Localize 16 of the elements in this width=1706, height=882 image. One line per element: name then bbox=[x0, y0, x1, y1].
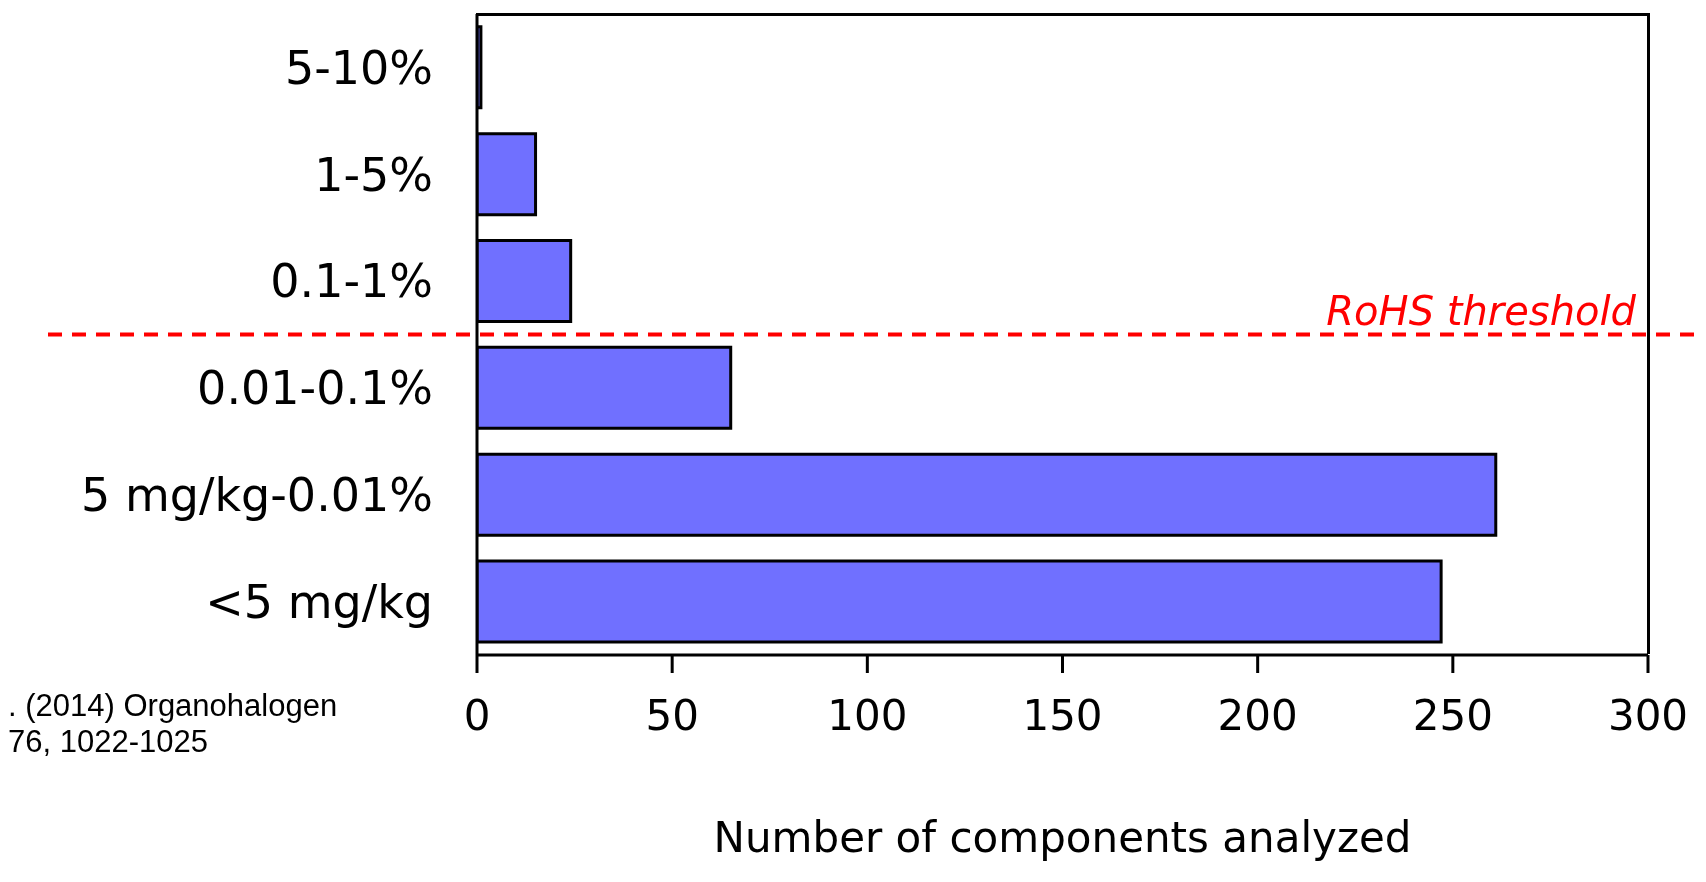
x-tick-label: 300 bbox=[1607, 691, 1689, 740]
y-tick-label: 0.01-0.1% bbox=[197, 361, 433, 416]
x-tick-label: 0 bbox=[463, 691, 491, 740]
x-tick-label: 50 bbox=[645, 691, 699, 740]
ref-line-label: RoHS threshold bbox=[1326, 287, 1637, 334]
y-tick-label: 0.1-1% bbox=[270, 254, 433, 309]
text: . (2014) Organohalogen 76, 1022-1025 bbox=[8, 688, 338, 760]
x-axis-title: Number of components analyzed bbox=[713, 813, 1412, 862]
x-tick-label: 200 bbox=[1217, 691, 1298, 740]
x-tick-label: 150 bbox=[1022, 691, 1103, 740]
y-tick-label: 1-5% bbox=[314, 147, 433, 202]
x-tick-label: 100 bbox=[827, 691, 908, 740]
y-tick-label: 5-10% bbox=[284, 40, 433, 95]
y-tick-label: 5 mg/kg-0.01% bbox=[81, 468, 433, 523]
y-tick-label: <5 mg/kg bbox=[205, 574, 433, 629]
x-tick-label: 250 bbox=[1412, 691, 1493, 740]
